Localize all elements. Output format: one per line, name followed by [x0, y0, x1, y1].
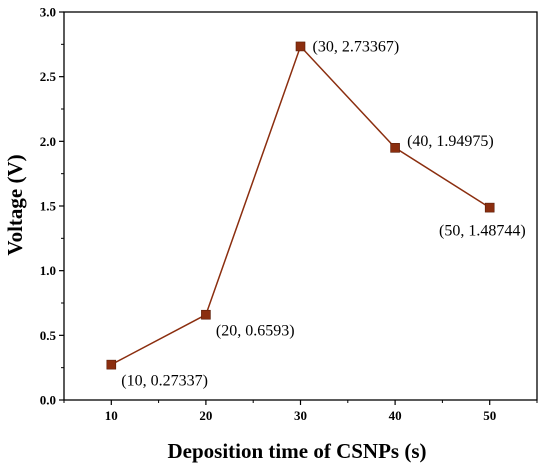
x-tick-label: 50 [483, 408, 496, 423]
plot-area-border [63, 11, 538, 401]
data-point-label: (20, 0.6593) [216, 323, 295, 340]
data-point-marker [106, 359, 117, 370]
series-line-group [106, 41, 495, 370]
y-axis-title: Voltage (V) [3, 154, 27, 255]
data-point-label: (10, 0.27337) [121, 373, 208, 390]
y-tick-label: 2.5 [40, 69, 57, 84]
data-point-marker [295, 41, 306, 52]
x-axis-title: Deposition time of CSNPs (s) [168, 439, 427, 463]
x-tick-label: 40 [389, 408, 402, 423]
y-tick-label: 1.0 [40, 263, 56, 278]
data-point-label: (40, 1.94975) [407, 133, 494, 150]
y-tick-label: 2.0 [40, 134, 56, 149]
y-tick-label: 0.0 [40, 393, 56, 408]
plot-frame [63, 11, 538, 401]
y-tick-label: 3.0 [40, 5, 56, 20]
x-axis-ticks: 10 20 30 40 50 [63, 400, 538, 423]
y-tick-label: 0.5 [40, 328, 57, 343]
data-point-marker [201, 309, 211, 320]
x-tick-label: 30 [294, 408, 307, 423]
data-point-marker [390, 143, 400, 153]
series-line [110, 44, 491, 366]
data-labels: (10, 0.27337) (20, 0.6593) (30, 2.73367) (4… [121, 38, 525, 389]
x-tick-label: 10 [105, 408, 118, 423]
data-point-marker [484, 202, 495, 213]
data-point-label: (50, 1.48744) [439, 223, 526, 240]
y-axis-ticks: 0.0 0.5 1.0 1.5 2.0 2.5 3.0 [40, 5, 64, 408]
y-tick-label: 1.5 [40, 199, 57, 214]
data-point-label: (30, 2.73367) [313, 38, 400, 55]
x-tick-label: 20 [199, 408, 212, 423]
